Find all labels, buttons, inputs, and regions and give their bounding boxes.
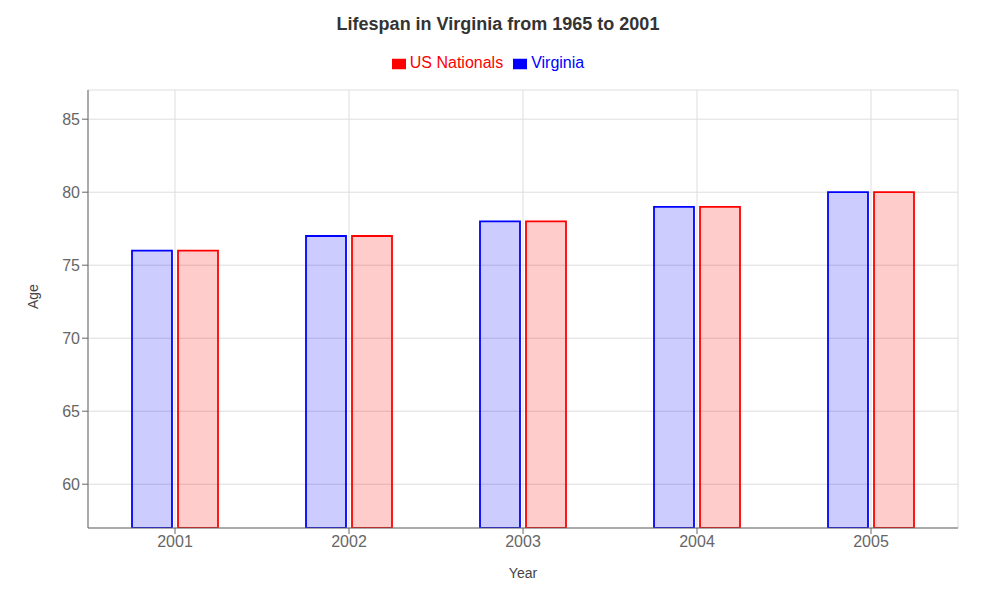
svg-text:65: 65	[62, 403, 80, 420]
html-text:Lifespan in Virginia from 1965: Lifespan in Virginia from 1965 to 2001	[336, 14, 660, 34]
svg-text:60: 60	[62, 476, 80, 493]
svg-text:2003: 2003	[505, 533, 541, 550]
svg-text:2004: 2004	[679, 533, 715, 550]
svg-text:70: 70	[62, 330, 80, 347]
svg-text:2005: 2005	[853, 533, 889, 550]
svg-text:80: 80	[62, 184, 80, 201]
svg-text:Year: Year	[509, 565, 538, 581]
svg-text:75: 75	[62, 257, 80, 274]
svg-text:2002: 2002	[331, 533, 367, 550]
svg-text:2001: 2001	[157, 533, 193, 550]
svg-text:Age: Age	[25, 284, 41, 309]
html-text:US Nationals: US Nationals	[409, 54, 504, 71]
html-text:Virginia: Virginia	[531, 54, 585, 71]
svg-text:85: 85	[62, 111, 80, 128]
